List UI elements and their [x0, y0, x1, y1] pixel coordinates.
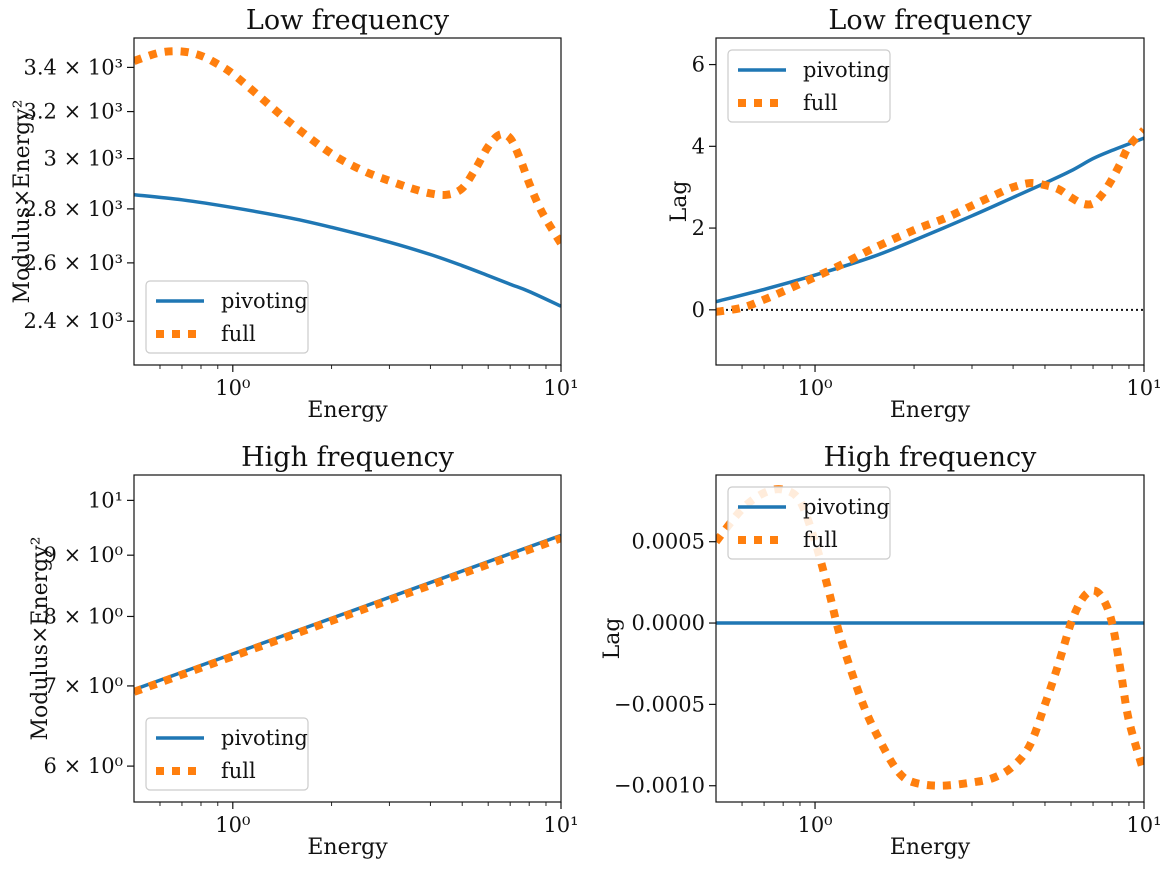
axes-frame [715, 37, 1145, 366]
x-tick-label: 10¹ [1126, 813, 1161, 837]
y-tick-label: −0.0005 [614, 692, 705, 716]
y-tick-label: 0.0000 [632, 611, 705, 635]
axes-frame [715, 474, 1145, 803]
legend-label-pivoting: pivoting [221, 726, 308, 750]
legend-label-full: full [221, 759, 256, 783]
legend-label-pivoting: pivoting [221, 289, 308, 313]
y-tick-label: 8 × 10⁰ [44, 604, 123, 628]
y-tick-label: 6 × 10⁰ [44, 754, 123, 778]
axes-frame [133, 474, 562, 803]
legend-box [727, 486, 891, 560]
x-tick-label: 10⁰ [797, 376, 832, 400]
x-tick-label: 10⁰ [215, 376, 250, 400]
series-line-full [134, 534, 561, 696]
chart-title: Low frequency [246, 5, 450, 36]
x-axis-label: Energy [890, 835, 971, 860]
legend: pivoting full [727, 49, 891, 123]
y-tick-label: 2.4 × 10³ [24, 309, 123, 333]
subplot-1: Low frequency 10⁰ 10¹ 2.4 × 10³ 2.6 × 10³ 2.8… [10, 5, 579, 423]
series-line-full [716, 485, 1144, 790]
x-axis-label: Energy [890, 398, 971, 423]
y-tick-label: 10¹ [88, 488, 123, 512]
legend-label-full: full [221, 322, 256, 346]
y-tick-label: 4 [692, 134, 705, 158]
y-tick-label: 2.8 × 10³ [24, 197, 123, 221]
plot-area [716, 485, 1144, 790]
legend: pivoting full [727, 486, 891, 560]
x-tick-label: 10⁰ [797, 813, 832, 837]
x-axis-label: Energy [307, 835, 388, 860]
y-tick-label: 9 × 10⁰ [44, 543, 123, 567]
x-tick-label: 10⁰ [215, 813, 250, 837]
legend-box [145, 717, 309, 791]
axes-frame [133, 37, 562, 366]
y-tick-label: 0 [692, 298, 705, 322]
y-axis-label: Lag [667, 181, 692, 223]
legend-box [145, 280, 309, 354]
chart-title: High frequency [824, 442, 1037, 473]
y-tick-label: 7 × 10⁰ [44, 674, 123, 698]
legend: pivoting full [145, 717, 309, 791]
y-axis-label: Lag [600, 618, 625, 660]
y-tick-label: 2 [692, 216, 705, 240]
series-line-full [716, 127, 1144, 316]
legend-label-pivoting: pivoting [803, 495, 890, 519]
plot-area [134, 47, 561, 308]
y-axis-label: Modulus×Energy² [10, 99, 35, 303]
subplot-4: High frequency 10⁰ 10¹ 0.0005 0.0000 −0.0005 −… [600, 442, 1162, 860]
legend-label-full: full [803, 91, 838, 115]
y-axis-label: Modulus×Energy² [28, 536, 53, 740]
series-line-pivoting [134, 192, 561, 308]
legend-box [727, 49, 891, 123]
y-tick-label: 0.0005 [632, 530, 705, 554]
plot-area [134, 533, 561, 696]
legend-label-full: full [803, 528, 838, 552]
y-tick-label: 2.6 × 10³ [24, 251, 123, 275]
chart-title: High frequency [241, 442, 454, 473]
y-tick-label: 3 × 10³ [44, 147, 123, 171]
series-line-full [134, 47, 561, 246]
y-tick-label: 6 [692, 53, 705, 77]
x-tick-label: 10¹ [1126, 376, 1161, 400]
y-tick-label: −0.0010 [614, 774, 705, 798]
plot-area [716, 127, 1144, 316]
legend-label-pivoting: pivoting [803, 58, 890, 82]
y-tick-label: 3.4 × 10³ [24, 55, 123, 79]
x-tick-label: 10¹ [543, 376, 578, 400]
y-tick-label: 3.2 × 10³ [24, 100, 123, 124]
subplot-3: High frequency 10⁰ 10¹ 6 × 10⁰ 7 × 10⁰ 8 × 10… [28, 442, 579, 860]
chart-title: Low frequency [828, 5, 1032, 36]
x-tick-label: 10¹ [543, 813, 578, 837]
series-line-pivoting [716, 136, 1144, 304]
legend: pivoting full [145, 280, 309, 354]
x-axis-label: Energy [307, 398, 388, 423]
subplot-2: Low frequency 10⁰ 10¹ 0 2 4 6 Energy Lag pivoting… [667, 5, 1162, 423]
